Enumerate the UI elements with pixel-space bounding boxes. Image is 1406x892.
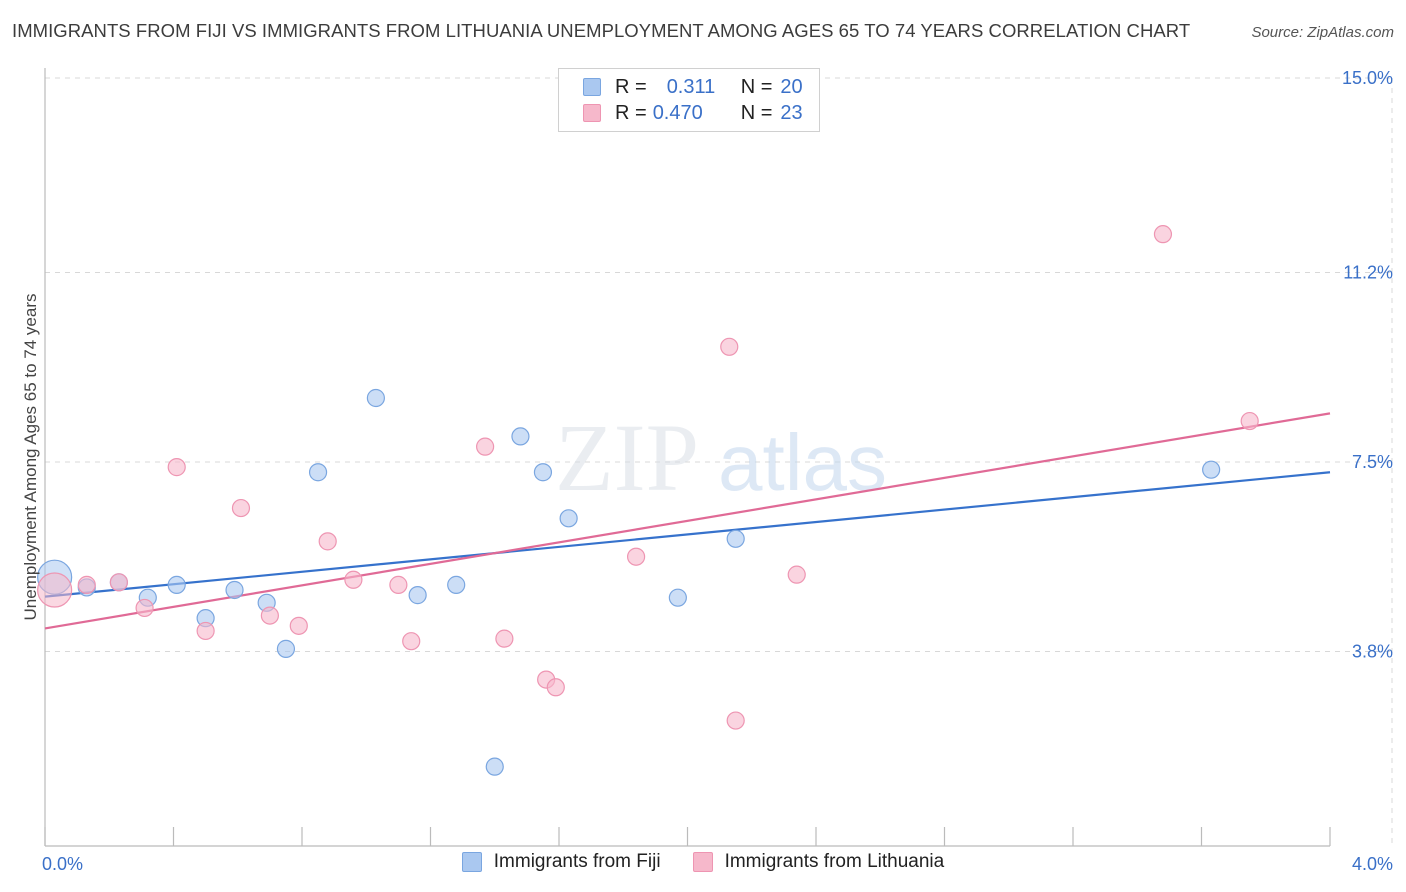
- fiji-swatch: [583, 78, 601, 96]
- grid-lines: [45, 77, 1393, 846]
- x-tick-label: 4.0%: [1352, 854, 1393, 874]
- source-credit: Source: ZipAtlas.com: [1251, 24, 1394, 41]
- lithuania-n-value: 23: [780, 101, 803, 124]
- data-point-lithuania: [495, 629, 514, 648]
- data-point-lithuania: [135, 598, 154, 618]
- lithuania-swatch: [583, 104, 601, 122]
- y-tick-label: 3.8%: [1352, 641, 1393, 661]
- data-point-fiji: [167, 575, 186, 594]
- data-point-fiji: [1202, 460, 1221, 479]
- data-point-fiji: [276, 639, 296, 658]
- trend-line-fiji: [44, 471, 1331, 598]
- data-point-lithuania: [402, 632, 421, 651]
- watermark-zip: ZIP: [555, 404, 699, 511]
- data-point-fiji: [308, 463, 328, 482]
- legend-item-fiji: Immigrants from Fiji: [461, 851, 661, 873]
- legend-item-lithuania: Immigrants from Lithuania: [692, 851, 945, 873]
- data-point-lithuania: [720, 337, 739, 356]
- data-point-lithuania: [109, 573, 128, 592]
- data-point-lithuania: [167, 458, 186, 477]
- data-point-lithuania: [546, 678, 565, 697]
- y-tick-label: 11.2%: [1343, 263, 1393, 283]
- data-point-fiji: [533, 463, 553, 482]
- y-tick-label: 15.0%: [1342, 68, 1393, 88]
- data-point-fiji: [447, 575, 466, 594]
- data-point-lithuania: [318, 532, 337, 551]
- r-label: R =: [615, 75, 647, 98]
- data-point-lithuania: [196, 621, 215, 641]
- axes: [44, 68, 1331, 847]
- fiji-n-value: 20: [780, 75, 803, 98]
- data-point-lithuania: [231, 498, 251, 518]
- data-point-lithuania: [77, 575, 96, 594]
- data-point-fiji: [726, 529, 745, 548]
- data-point-lithuania: [1240, 411, 1259, 431]
- series-legend: Immigrants from Fiji Immigrants from Lit…: [0, 851, 1406, 873]
- data-points: [37, 225, 1259, 776]
- data-point-lithuania: [37, 572, 73, 608]
- data-point-lithuania: [344, 570, 363, 589]
- r-label: R =: [615, 101, 647, 124]
- x-tick-label: 0.0%: [42, 854, 83, 874]
- lithuania-r-value: 0.470: [652, 101, 703, 124]
- n-label: N =: [740, 101, 773, 124]
- data-point-lithuania: [389, 575, 408, 594]
- legend-row-fiji: R = 0.311 N = 20: [583, 75, 803, 99]
- trend-lines: [44, 412, 1331, 630]
- chart-title: IMMIGRANTS FROM FIJI VS IMMIGRANTS FROM …: [12, 20, 1191, 41]
- data-point-fiji: [668, 588, 687, 607]
- watermark-atlas: atlas: [718, 418, 887, 507]
- data-point-lithuania: [787, 565, 806, 584]
- trend-line-lithuania: [44, 412, 1331, 630]
- data-point-lithuania: [1153, 225, 1173, 244]
- data-point-lithuania: [289, 616, 308, 635]
- tick-labels: 3.8% 7.5% 11.2% 15.0% 0.0% 4.0%: [42, 68, 1393, 874]
- data-point-fiji: [408, 586, 427, 605]
- correlation-legend: R = 0.311 N = 20 R = 0.470 N = 23: [558, 68, 820, 132]
- data-point-lithuania: [726, 711, 745, 730]
- data-point-fiji: [225, 580, 244, 600]
- data-point-fiji: [559, 509, 578, 528]
- data-point-lithuania: [626, 547, 646, 566]
- y-axis-label: Unemployment Among Ages 65 to 74 years: [21, 294, 40, 621]
- data-point-lithuania: [260, 606, 279, 625]
- fiji-legend-label: Immigrants from Fiji: [493, 851, 661, 872]
- n-label: N =: [740, 75, 773, 98]
- data-point-fiji: [511, 427, 530, 446]
- fiji-legend-swatch: [461, 852, 482, 872]
- fiji-r-value: 0.311: [666, 75, 716, 98]
- y-tick-label: 7.5%: [1352, 452, 1393, 472]
- lithuania-legend-swatch: [692, 852, 713, 872]
- legend-row-lithuania: R = 0.470 N = 23: [583, 101, 803, 125]
- data-point-lithuania: [476, 437, 495, 456]
- lithuania-legend-label: Immigrants from Lithuania: [724, 851, 945, 872]
- data-point-fiji: [366, 388, 385, 408]
- data-point-fiji: [485, 757, 504, 776]
